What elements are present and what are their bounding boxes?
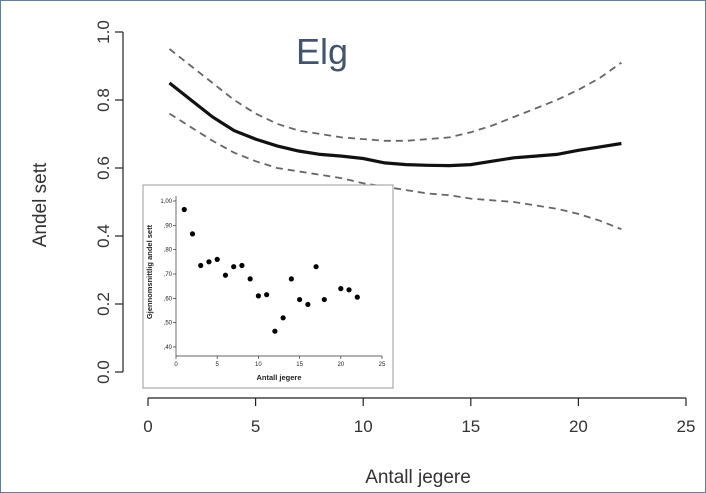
inset-y-tick-label: ,50 [164, 321, 173, 327]
inset-scatter-point [198, 262, 204, 269]
inset-scatter-point [354, 294, 360, 300]
inset-scatter-point [346, 287, 352, 293]
fitted-curve-line [168, 81, 622, 168]
inset-scatter-point [181, 206, 187, 213]
inset-scatter-point [231, 264, 237, 270]
inset-y-tick-label: ,90 [164, 223, 173, 229]
inset-x-tick-label: 5 [216, 362, 220, 368]
inset-scatter-point [338, 286, 344, 292]
inset-x-tick-label: 20 [337, 362, 344, 368]
inset-y-axis-title: Gjennomsnittlig andel sett [145, 224, 154, 319]
inset-x-axis-title: Antall jegere [256, 373, 301, 382]
chart-title: Elg [296, 31, 348, 72]
x-tick-label: 10 [354, 417, 373, 436]
y-tick-label: 0.2 [94, 292, 113, 316]
inset-scatter-point [222, 272, 229, 278]
inset-x-tick-label: 10 [255, 362, 262, 368]
inset-scatter-point [214, 256, 220, 262]
x-tick-label: 20 [569, 417, 588, 436]
inset-y-tick-label: ,40 [164, 345, 173, 351]
y-tick-label: 0.8 [94, 88, 113, 112]
y-tick-label: 0.0 [94, 360, 113, 384]
inset-y-tick-label: ,80 [164, 248, 173, 254]
y-tick-label: 1.0 [94, 20, 113, 44]
inset-x-tick-label: 0 [174, 362, 178, 368]
inset-x-tick-label: 15 [296, 362, 303, 368]
lower-ci-dashed-line [169, 112, 622, 231]
y-tick-label: 0.6 [94, 156, 113, 180]
inset-scatter-point [305, 301, 311, 308]
inset-scatter-point [239, 262, 245, 269]
x-tick-label: 25 [677, 417, 696, 436]
x-axis-title: Antall jegere [365, 467, 471, 488]
x-tick-label: 5 [251, 417, 260, 436]
inset-y-tick-label: ,60 [164, 296, 173, 302]
y-axis-title: Andel sett [30, 162, 51, 247]
inset-scatter-point [272, 328, 278, 334]
inset-scatter-point [255, 293, 261, 299]
inset-scatter-point [297, 296, 303, 303]
x-tick-label: 0 [143, 417, 152, 436]
inset-scatter-point [189, 231, 196, 237]
inset-scatter-point [247, 276, 253, 282]
inset-scatter-point [206, 259, 212, 265]
inset-scatter-point [288, 276, 294, 282]
inset-y-tick-label: ,70 [164, 272, 173, 278]
inset-y-tick-label: 1,00 [160, 199, 172, 205]
inset-panel [142, 184, 394, 389]
inset-scatter-point [321, 296, 327, 303]
upper-ci-dashed-line [168, 48, 622, 142]
inset-x-tick-label: 25 [379, 362, 386, 368]
x-tick-label: 15 [461, 417, 480, 436]
y-tick-label: 0.4 [94, 224, 113, 248]
inset-scatter-point [313, 264, 319, 270]
inset-scatter-point [280, 315, 286, 321]
inset-scatter-point [264, 292, 270, 298]
